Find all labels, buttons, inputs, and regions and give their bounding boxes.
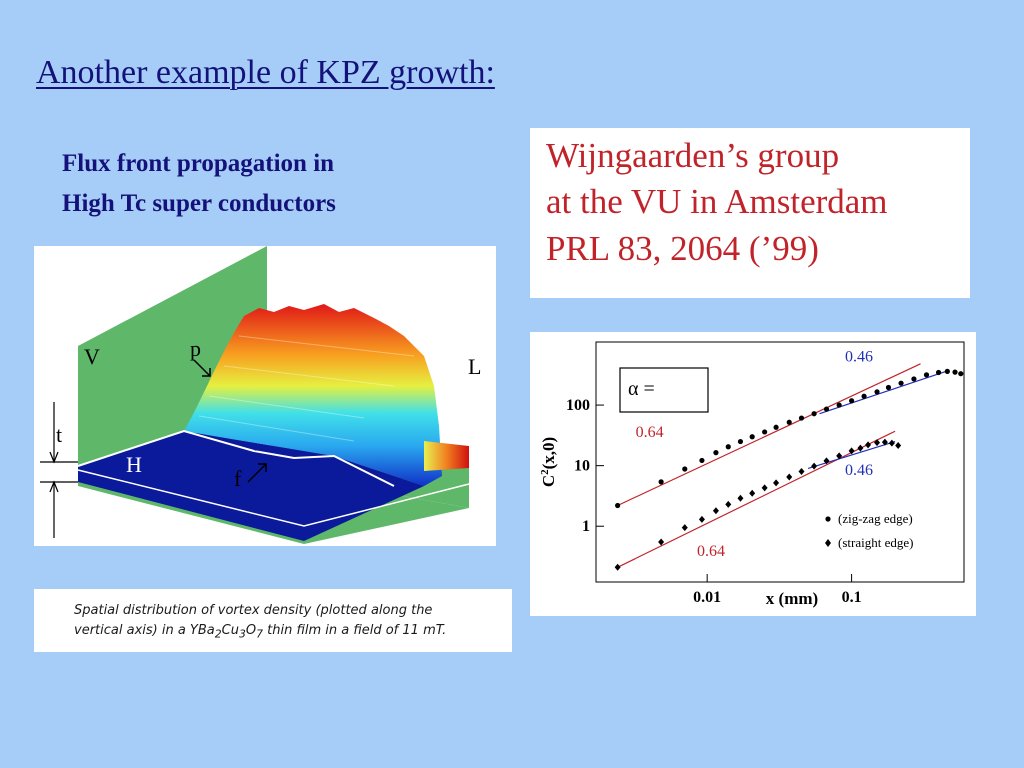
data-point-straight (811, 462, 818, 470)
data-point-zigzag (713, 450, 719, 456)
data-point-straight (698, 515, 705, 523)
vortex-density-surface (184, 304, 442, 486)
data-point-zigzag (874, 389, 880, 395)
data-point-straight (712, 507, 719, 515)
slope-label: 0.64 (697, 543, 725, 560)
alpha-box (619, 367, 709, 413)
data-point-zigzag (615, 502, 621, 509)
data-point-zigzag (898, 380, 904, 386)
data-point-straight (773, 479, 780, 487)
data-point-zigzag (786, 419, 792, 425)
data-point-zigzag (699, 457, 705, 464)
label-l: L (468, 354, 481, 379)
fit-line (617, 363, 921, 507)
caption-line-2: vertical axis) in a YBa2Cu3O7 thin film … (74, 623, 447, 641)
data-point-zigzag (682, 466, 688, 472)
label-t: t (56, 422, 62, 447)
slope-label: 0.46 (845, 462, 873, 479)
data-point-straight (737, 494, 744, 502)
data-point-zigzag (958, 371, 964, 377)
flux-front-edge (77, 429, 395, 487)
data-point-zigzag (798, 415, 805, 421)
subtitle-line-2: High Tc super conductors (62, 190, 336, 217)
alpha-box-text: α = (628, 378, 655, 400)
x-tick-label: 0.01 (693, 589, 721, 606)
label-v: V (84, 344, 100, 369)
label-p: p (190, 336, 201, 361)
data-point-zigzag (944, 368, 950, 374)
reference-box: Wijngaarden’s group at the VU in Amsterd… (530, 128, 970, 298)
flux-surface-image: V p L t H f (40, 246, 481, 544)
data-point-zigzag (911, 376, 917, 382)
data-point-straight (888, 439, 895, 447)
x-tick-label: 0.1 (842, 589, 862, 606)
data-point-straight (836, 452, 843, 460)
figure-caption: Spatial distribution of vortex density (… (34, 589, 512, 652)
data-point-straight (786, 473, 793, 481)
subtitle-line-1: Flux front propagation in (62, 150, 335, 177)
data-point-straight (725, 500, 732, 508)
arrow-f (247, 463, 267, 483)
data-point-zigzag (811, 411, 817, 417)
y-axis-label: C2(x,0) (539, 437, 558, 487)
data-point-zigzag (849, 398, 855, 404)
data-point-straight (658, 538, 665, 546)
legend-marker-zigzag (825, 516, 831, 522)
data-point-zigzag (737, 438, 744, 445)
slide-title: Another example of KPZ growth: (36, 54, 495, 91)
data-point-zigzag (861, 393, 867, 399)
x-axis-label: x (mm) (766, 589, 818, 608)
data-point-straight (865, 441, 872, 449)
data-point-zigzag (762, 429, 768, 435)
slope-label: 0.64 (636, 424, 664, 441)
data-point-straight (614, 563, 621, 571)
data-point-zigzag (823, 406, 830, 412)
thickness-marker (40, 402, 78, 538)
legend-zigzag: (zig-zag edge) (838, 511, 913, 526)
legend: (zig-zag edge) (straight edge) (825, 511, 913, 550)
data-point-zigzag (749, 434, 755, 440)
data-point-straight (681, 524, 688, 532)
caption-line-1: Spatial distribution of vortex density (… (74, 603, 433, 618)
data-point-straight (798, 468, 805, 476)
surface-side (424, 441, 469, 471)
correlation-chart: 0.01 0.1 1 10 100 0.64 0.46 0.46 0.64 C2(x,0) x… (530, 332, 976, 616)
data-point-straight (749, 489, 756, 497)
data-point-zigzag (773, 424, 779, 430)
data-point-zigzag (885, 384, 892, 391)
data-point-straight (857, 444, 864, 452)
data-point-zigzag (952, 369, 958, 375)
fit-line (617, 430, 896, 568)
slope-label: 0.46 (845, 349, 873, 366)
data-point-straight (823, 457, 830, 465)
y-tick-label: 1 (582, 518, 590, 535)
reference-line-2: at the VU in Amsterdam (546, 182, 888, 221)
arrow-p (193, 359, 211, 377)
correlation-chart-svg: 0.01 0.1 1 10 100 0.64 0.46 0.46 0.64 C2(x,0) x… (539, 341, 965, 608)
data-point-straight (895, 442, 902, 450)
film-outline (77, 469, 470, 527)
legend-straight: (straight edge) (838, 535, 913, 550)
reference-line-3: PRL 83, 2064 (’99) (546, 229, 819, 268)
data-point-zigzag (658, 479, 664, 485)
data-point-zigzag (725, 444, 731, 450)
y-tick-label: 100 (566, 397, 590, 414)
y-tick-label: 10 (574, 458, 590, 475)
data-point-straight (761, 484, 768, 492)
reference-line-1: Wijngaarden’s group (546, 136, 840, 175)
fit-line (807, 440, 896, 469)
data-point-straight (848, 447, 855, 455)
legend-marker-straight (825, 539, 831, 547)
flux-surface-figure: V p L t H f (34, 246, 496, 546)
data-point-straight (874, 439, 881, 447)
plot-frame (595, 341, 965, 583)
data-point-zigzag (923, 372, 930, 378)
label-h: H (126, 452, 142, 477)
data-point-straight (881, 438, 888, 446)
slide-subtitle: Flux front propagation in High Tc super … (62, 144, 482, 224)
label-f: f (234, 466, 242, 491)
data-point-zigzag (836, 402, 842, 408)
data-point-zigzag (935, 369, 942, 376)
